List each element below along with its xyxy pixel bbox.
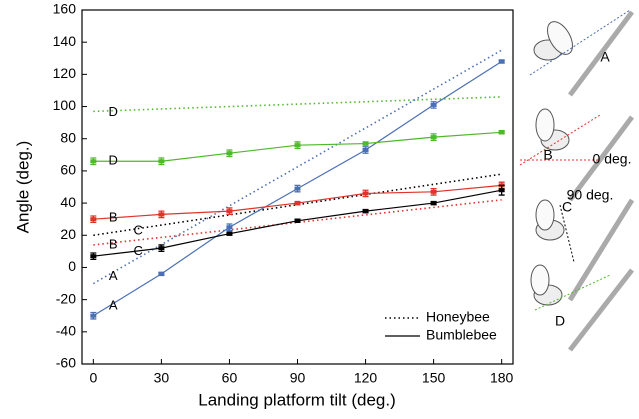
y-tick-label: 60	[60, 162, 76, 178]
point	[158, 212, 164, 216]
y-tick-label: 100	[53, 97, 77, 113]
point	[295, 143, 301, 147]
x-tick-label: 180	[490, 370, 514, 386]
point	[90, 217, 96, 221]
x-tick-label: 90	[290, 370, 306, 386]
x-tick-label: 60	[222, 370, 238, 386]
y-tick-label: 160	[53, 1, 77, 17]
point	[431, 201, 437, 205]
y-tick-label: 120	[53, 65, 77, 81]
line-label: D	[109, 104, 118, 119]
y-tick-label: 140	[53, 33, 77, 49]
point	[226, 151, 232, 155]
y-tick-label: -40	[56, 323, 76, 339]
line-label: B	[109, 237, 118, 252]
point	[363, 148, 369, 152]
point	[363, 142, 369, 146]
illustration-label: C	[562, 199, 572, 215]
x-tick-label: 120	[354, 370, 378, 386]
point	[90, 159, 96, 163]
y-tick-label: 40	[60, 194, 76, 210]
line-label: C	[133, 243, 142, 258]
y-tick-label: 20	[60, 226, 76, 242]
point	[499, 59, 505, 63]
line-label: B	[109, 209, 118, 224]
illustration-label: A	[600, 49, 610, 65]
y-tick-label: -20	[56, 290, 76, 306]
x-tick-label: 0	[89, 370, 97, 386]
y-tick-label: 80	[60, 129, 76, 145]
point	[431, 103, 437, 107]
illustrations	[520, 10, 632, 350]
line-label: A	[109, 297, 118, 312]
point	[363, 191, 369, 195]
point	[499, 130, 505, 134]
y-tick-label: 0	[68, 258, 76, 274]
point	[90, 254, 96, 258]
point	[431, 135, 437, 139]
line-label: A	[109, 268, 118, 283]
illustration-label: B	[543, 147, 552, 163]
point	[158, 272, 164, 276]
point	[295, 187, 301, 191]
x-axis-label: Landing platform tilt (deg.)	[198, 390, 396, 409]
point	[431, 190, 437, 194]
point	[295, 219, 301, 223]
line-label: C	[133, 223, 142, 238]
x-tick-label: 150	[422, 370, 446, 386]
x-tick-label: 30	[154, 370, 170, 386]
legend-label: Bumblebee	[426, 327, 497, 343]
line-label: D	[109, 153, 118, 168]
point	[499, 188, 505, 192]
point	[226, 209, 232, 213]
chart: Landing platform tilt (deg.) Angle (deg.…	[0, 0, 639, 414]
illustration-label: 0 deg.	[593, 151, 632, 167]
y-tick-label: -60	[56, 355, 76, 371]
legend-label: Honeybee	[426, 309, 490, 325]
point	[226, 225, 232, 229]
point	[158, 159, 164, 163]
point	[90, 314, 96, 318]
honeybee-line	[93, 97, 501, 111]
point	[363, 209, 369, 213]
point	[295, 201, 301, 205]
y-axis-label: Angle (deg.)	[13, 141, 32, 234]
illustration-label: 90 deg.	[567, 187, 614, 203]
point	[226, 232, 232, 236]
point	[158, 246, 164, 250]
illustration-label: D	[555, 313, 565, 329]
bumblebee-line	[93, 190, 501, 256]
